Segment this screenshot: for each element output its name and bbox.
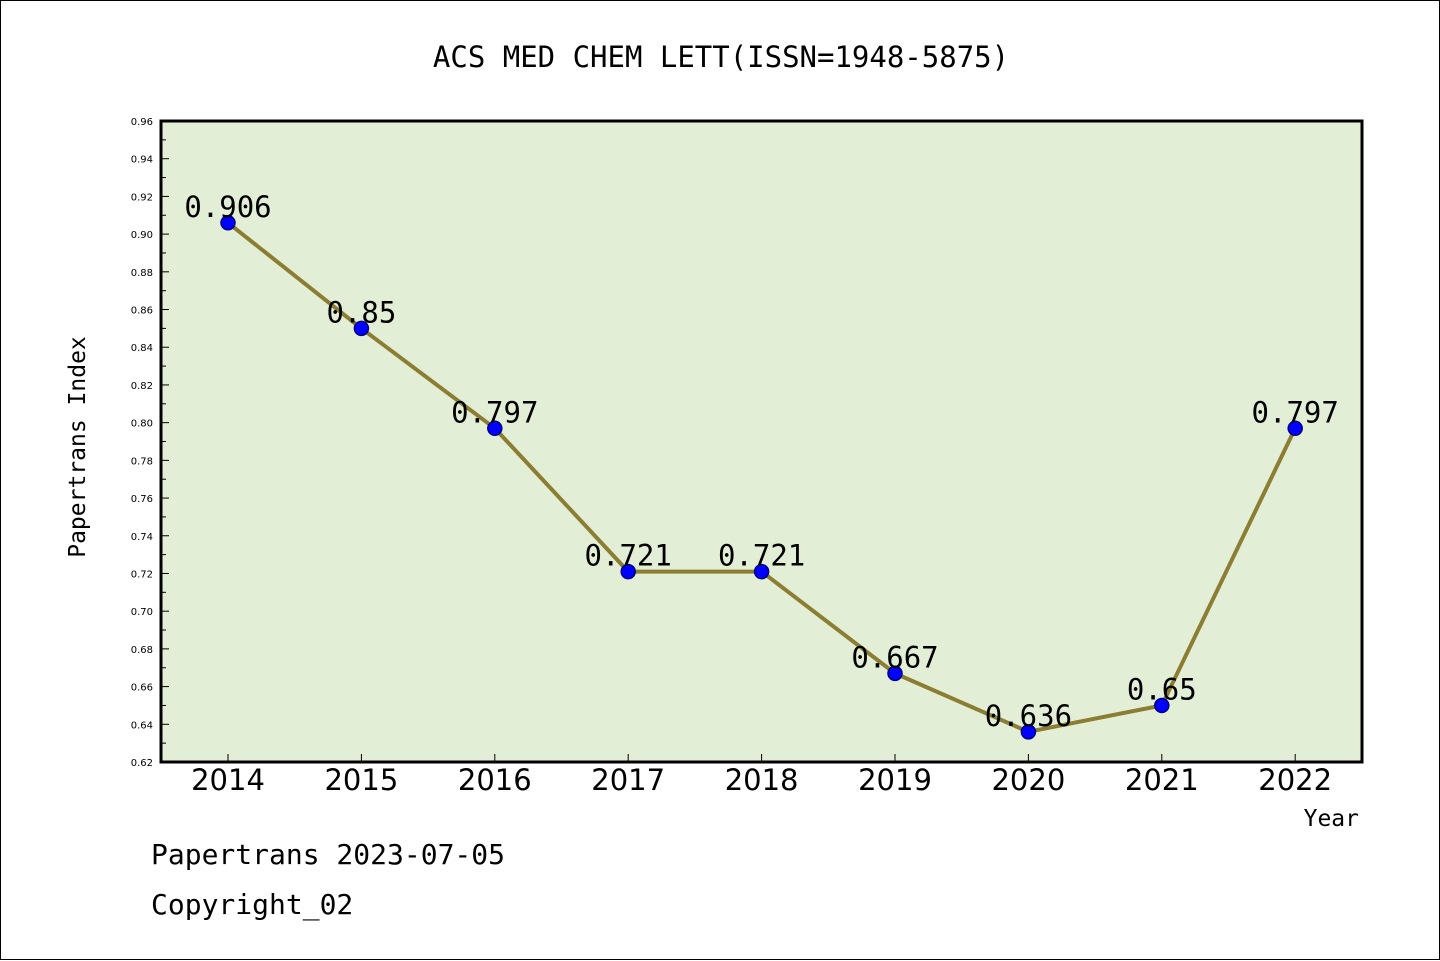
x-tick-label: 2014 xyxy=(191,763,265,797)
data-point xyxy=(1287,420,1303,437)
data-label: 0.797 xyxy=(1252,395,1339,429)
y-tick-label: 0.72 xyxy=(131,569,153,580)
y-tick-label: 0.90 xyxy=(131,230,153,241)
data-label: 0.797 xyxy=(451,395,538,429)
y-tick-label: 0.76 xyxy=(131,494,153,505)
data-point xyxy=(353,320,370,337)
y-tick-label: 0.96 xyxy=(131,117,153,128)
x-tick-label: 2022 xyxy=(1258,763,1332,797)
data-label: 0.721 xyxy=(718,539,805,573)
y-tick-label: 0.88 xyxy=(131,268,153,279)
footer-copyright: Copyright_02 xyxy=(151,888,353,922)
y-tick-label: 0.80 xyxy=(131,419,153,430)
data-label: 0.636 xyxy=(985,699,1072,733)
y-tick-label: 0.78 xyxy=(131,456,153,467)
x-tick-label: 2017 xyxy=(591,763,665,797)
y-tick-label: 0.62 xyxy=(131,758,153,769)
x-tick-label: 2021 xyxy=(1125,763,1199,797)
data-point xyxy=(620,563,636,580)
x-axis: 2014 2015 2016 2017 2018 2019 2020 2021 2022 xyxy=(191,754,1332,797)
y-tick-label: 0.64 xyxy=(131,720,153,731)
data-point xyxy=(887,665,903,682)
y-axis: 0.62 0.64 0.66 0.68 0.70 0.72 0.74 0.76 0.78 0.80… xyxy=(131,117,169,769)
data-label: 0.906 xyxy=(184,190,271,224)
plot-area xyxy=(159,119,1364,764)
data-label: 0.721 xyxy=(585,539,672,573)
data-point xyxy=(1154,697,1170,714)
y-tick-label: 0.86 xyxy=(131,306,153,317)
x-tick-label: 2020 xyxy=(991,763,1065,797)
data-point xyxy=(1020,724,1037,740)
footer-date: Papertrans 2023-07-05 xyxy=(151,838,505,871)
data-label: 0.667 xyxy=(851,640,938,674)
y-tick-label: 0.84 xyxy=(131,343,153,354)
y-tick-label: 0.68 xyxy=(131,645,153,656)
y-axis-label: Papertrans Index xyxy=(65,336,91,558)
data-label: 0.85 xyxy=(326,295,396,329)
x-tick-label: 2015 xyxy=(324,763,398,797)
data-points xyxy=(220,215,1303,740)
x-tick-label: 2016 xyxy=(458,763,532,797)
y-tick-label: 0.66 xyxy=(131,683,153,694)
y-tick-label: 0.94 xyxy=(131,155,153,166)
data-label: 0.65 xyxy=(1127,672,1197,706)
data-point xyxy=(753,563,770,580)
data-point xyxy=(487,420,503,437)
y-tick-label: 0.82 xyxy=(131,381,153,392)
x-tick-label: 2019 xyxy=(858,763,932,797)
y-tick-label: 0.74 xyxy=(131,532,153,543)
y-tick-label: 0.70 xyxy=(131,607,153,618)
data-labels: 0.906 0.85 0.797 0.721 0.721 0.667 0.636 0.65 0.… xyxy=(184,190,1339,733)
x-tick-label: 2018 xyxy=(725,763,799,797)
data-point xyxy=(220,215,236,231)
chart-title: ACS MED CHEM LETT(ISSN=1948-5875) xyxy=(433,40,1009,74)
y-tick-label: 0.92 xyxy=(131,192,153,203)
x-axis-label: Year xyxy=(1304,806,1359,832)
